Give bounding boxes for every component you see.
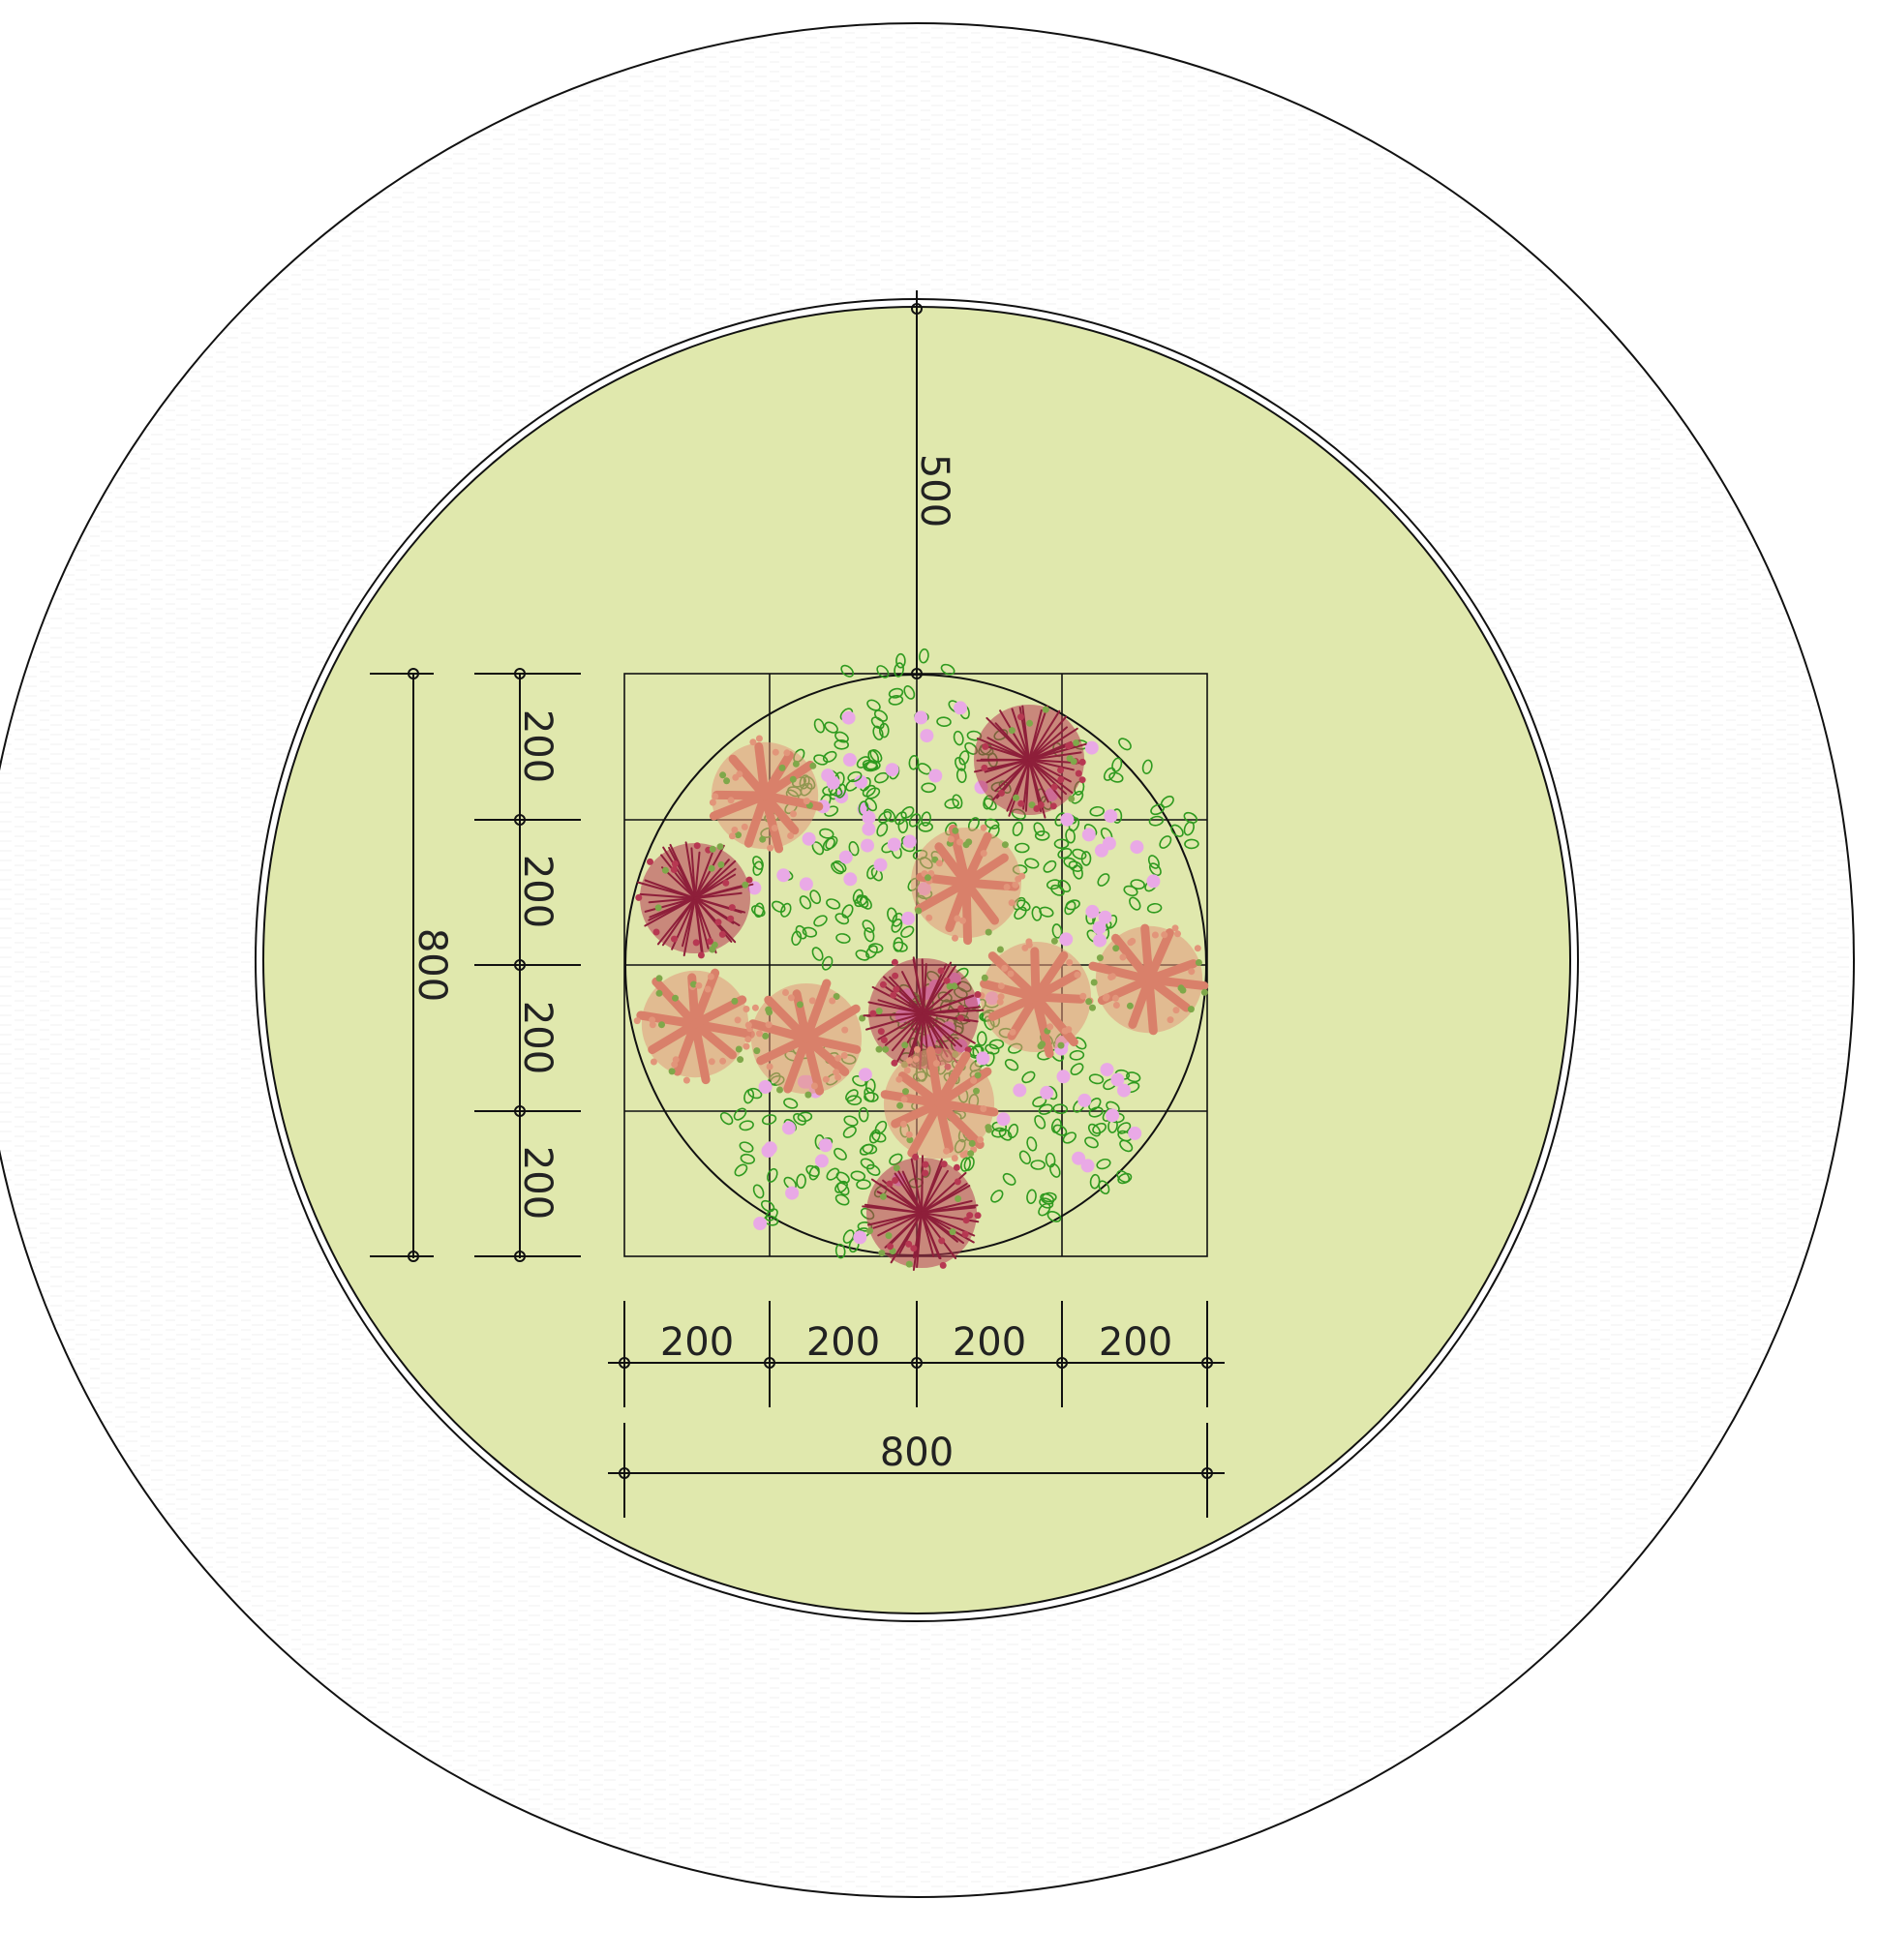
flower-dot bbox=[1104, 809, 1117, 823]
horizontal-segment-label-1: 200 bbox=[660, 1320, 734, 1365]
flower-dot bbox=[782, 1121, 796, 1134]
flower-dot bbox=[928, 769, 942, 783]
flower-dot bbox=[903, 834, 917, 848]
radius-label: 500 bbox=[912, 454, 956, 528]
flower-dot bbox=[819, 1138, 833, 1152]
flower-dot bbox=[1085, 741, 1099, 755]
flower-dot bbox=[842, 711, 856, 725]
flower-dot bbox=[997, 1112, 1011, 1126]
flower-dot bbox=[861, 839, 874, 853]
flower-dot bbox=[1081, 1159, 1095, 1172]
flower-dot bbox=[1057, 1070, 1071, 1083]
flower-dot bbox=[1146, 874, 1160, 888]
flower-dot bbox=[1130, 840, 1143, 854]
flower-dot bbox=[1013, 1083, 1026, 1097]
flower-dot bbox=[1077, 1094, 1091, 1107]
flower-dot bbox=[954, 701, 967, 714]
flower-dot bbox=[874, 859, 888, 872]
horizontal-segment-label-4: 200 bbox=[1099, 1320, 1172, 1365]
flower-dot bbox=[888, 838, 901, 852]
vertical-total-label: 800 bbox=[409, 928, 454, 1002]
flower-dot bbox=[853, 1230, 866, 1244]
flower-dot bbox=[1040, 1086, 1053, 1100]
flower-dot bbox=[1106, 1108, 1119, 1122]
flower-dot bbox=[785, 1187, 799, 1200]
flower-dot bbox=[1099, 911, 1112, 924]
flower-dot bbox=[762, 1144, 775, 1158]
flower-dot bbox=[800, 877, 813, 890]
flower-dot bbox=[1093, 934, 1107, 948]
vertical-segment-label-1: 200 bbox=[515, 709, 560, 783]
flower-dot bbox=[1085, 905, 1099, 919]
flower-dot bbox=[803, 832, 816, 846]
flower-dot bbox=[1101, 1063, 1114, 1076]
horizontal-total-label: 800 bbox=[880, 1431, 954, 1475]
vertical-segment-label-2: 200 bbox=[515, 855, 560, 928]
flower-dot bbox=[843, 753, 857, 767]
vertical-segment-label-3: 200 bbox=[515, 1001, 560, 1074]
flower-dot bbox=[1103, 836, 1116, 850]
flower-dot bbox=[815, 1154, 829, 1167]
flower-dot bbox=[886, 763, 899, 776]
flower-dot bbox=[1128, 1127, 1141, 1140]
flower-dot bbox=[776, 868, 790, 882]
flower-dot bbox=[839, 851, 853, 864]
flower-dot bbox=[901, 912, 915, 925]
flower-dot bbox=[827, 776, 840, 790]
flower-dot bbox=[843, 872, 857, 886]
flower-dot bbox=[1117, 1084, 1131, 1098]
vertical-segment-label-4: 200 bbox=[515, 1146, 560, 1220]
flower-dot bbox=[862, 823, 875, 836]
flower-dot bbox=[759, 1080, 773, 1094]
flower-dot bbox=[976, 1051, 989, 1065]
flower-dot bbox=[1082, 828, 1096, 841]
flower-dot bbox=[753, 1217, 767, 1230]
flower-dot bbox=[863, 811, 876, 825]
flower-dot bbox=[920, 729, 933, 742]
flower-dot bbox=[1059, 932, 1073, 946]
horizontal-segment-label-2: 200 bbox=[806, 1320, 880, 1365]
flower-dot bbox=[1060, 813, 1074, 827]
flower-dot bbox=[914, 710, 927, 724]
flower-dot bbox=[859, 1068, 872, 1081]
horizontal-segment-label-3: 200 bbox=[953, 1320, 1026, 1365]
